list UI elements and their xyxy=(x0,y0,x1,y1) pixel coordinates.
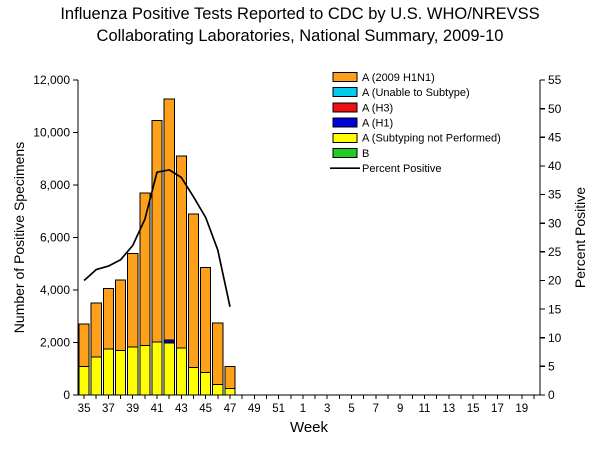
legend-label: B xyxy=(362,148,369,160)
y-left-tick-label: 0 xyxy=(63,388,70,402)
x-tick-label: 51 xyxy=(272,403,285,415)
bar-segment xyxy=(151,120,163,343)
y-right-tick-label: 15 xyxy=(548,302,562,316)
x-tick-label: 11 xyxy=(419,403,431,415)
y-right-tick-label: 25 xyxy=(548,245,562,259)
legend-label: A (H3) xyxy=(362,102,393,114)
legend-swatch xyxy=(332,72,358,82)
x-tick-label: 1 xyxy=(300,403,306,415)
bar-segment xyxy=(200,372,212,396)
legend-swatch xyxy=(332,148,358,158)
x-tick-label: 5 xyxy=(348,403,354,415)
y-left-tick-label: 8,000 xyxy=(40,178,70,192)
bar-segment xyxy=(102,288,114,350)
y-right-tick-label: 55 xyxy=(548,73,562,87)
x-tick-label: 47 xyxy=(224,403,237,415)
bar-segment xyxy=(90,302,102,358)
bar-segment xyxy=(187,213,200,368)
legend-label: A (Unable to Subtype) xyxy=(362,87,470,99)
legend-label: Percent Positive xyxy=(362,163,441,175)
bars-group xyxy=(78,98,236,396)
x-tick-label: 3 xyxy=(324,403,330,415)
bar-segment xyxy=(163,342,175,396)
y-right-tick-label: 5 xyxy=(548,360,555,374)
x-tick-label: 7 xyxy=(373,403,379,415)
legend-label: A (Subtyping not Performed) xyxy=(362,133,501,145)
x-tick-label: 15 xyxy=(467,403,480,415)
x-tick-label: 45 xyxy=(199,403,212,415)
y-right-tick-label: 20 xyxy=(548,274,562,288)
bar-segment xyxy=(139,344,151,396)
chart-title-line1: Influenza Positive Tests Reported to CDC… xyxy=(60,5,540,23)
bar-segment xyxy=(187,366,200,396)
chart-title: Influenza Positive Tests Reported to CDC… xyxy=(0,4,600,48)
bar-segment xyxy=(127,346,139,396)
bar-segment xyxy=(114,279,127,351)
bar-segment xyxy=(127,252,139,348)
x-tick-label: 9 xyxy=(397,403,403,415)
x-axis-title: Week xyxy=(290,419,329,436)
bar-segment xyxy=(78,323,90,368)
x-tick-label: 49 xyxy=(248,403,261,415)
bar-segment xyxy=(212,322,224,385)
bar-segment xyxy=(114,349,127,396)
bar-segment xyxy=(224,387,236,396)
x-ticks: 35 37 39 41 43 45 47 49 51 1 3 5 7 9 11 13 15 17 19 xyxy=(78,395,535,415)
legend-label: A (2009 H1N1) xyxy=(362,72,435,84)
bar-segment xyxy=(139,192,151,346)
y-left-tick-label: 6,000 xyxy=(40,231,70,245)
y-right-tick-label: 40 xyxy=(548,159,562,173)
y-right-tick-label: 30 xyxy=(548,216,562,230)
y-left-tick-label: 4,000 xyxy=(40,283,70,297)
bar-segment xyxy=(78,366,90,396)
legend: A (2009 H1N1) A (Unable to Subtype) A (H3)… xyxy=(330,72,501,175)
y-left-ticks: 0 2,000 4,000 6,000 8,000 10,000 12,000 xyxy=(33,73,78,402)
bar-segment xyxy=(200,267,212,374)
x-tick-label: 39 xyxy=(126,403,139,415)
y-right-tick-label: 10 xyxy=(548,331,562,345)
x-tick-label: 17 xyxy=(491,403,504,415)
chart-title-line2: Collaborating Laboratories, National Sum… xyxy=(96,26,504,45)
bar-segment xyxy=(151,341,163,396)
y-left-tick-label: 12,000 xyxy=(33,73,70,87)
bar-segment xyxy=(175,155,187,349)
percent-positive-line xyxy=(83,169,231,307)
x-tick-label: 43 xyxy=(175,403,188,415)
bar-segment xyxy=(224,366,236,389)
x-tick-label: 41 xyxy=(151,403,164,415)
y-right-tick-label: 50 xyxy=(548,102,562,116)
y-left-tick-label: 2,000 xyxy=(40,336,70,350)
bar-segment xyxy=(212,384,224,396)
x-tick-label: 35 xyxy=(78,403,91,415)
x-tick-label: 19 xyxy=(515,403,528,415)
legend-swatch xyxy=(332,87,358,98)
legend-swatch xyxy=(332,102,358,113)
legend-swatch xyxy=(332,132,358,143)
x-tick-label: 13 xyxy=(442,403,455,415)
y-right-tick-label: 0 xyxy=(548,388,555,402)
bar-segment xyxy=(90,356,102,396)
y-left-axis-title: Number of Positive Specimens xyxy=(11,142,27,333)
y-left-tick-label: 10,000 xyxy=(33,126,70,140)
legend-label: A (H1) xyxy=(362,117,393,129)
legend-swatch xyxy=(332,117,358,128)
y-right-ticks: 0 5 10 15 20 25 30 35 40 45 50 55 xyxy=(540,73,562,402)
bar-segment xyxy=(175,347,187,396)
bar-segment xyxy=(102,348,114,396)
y-right-tick-label: 35 xyxy=(548,188,562,202)
x-tick-label: 37 xyxy=(102,403,115,415)
y-right-axis-title: Percent Positive xyxy=(572,187,588,288)
y-right-tick-label: 45 xyxy=(548,130,562,144)
bar-segment xyxy=(163,98,175,341)
